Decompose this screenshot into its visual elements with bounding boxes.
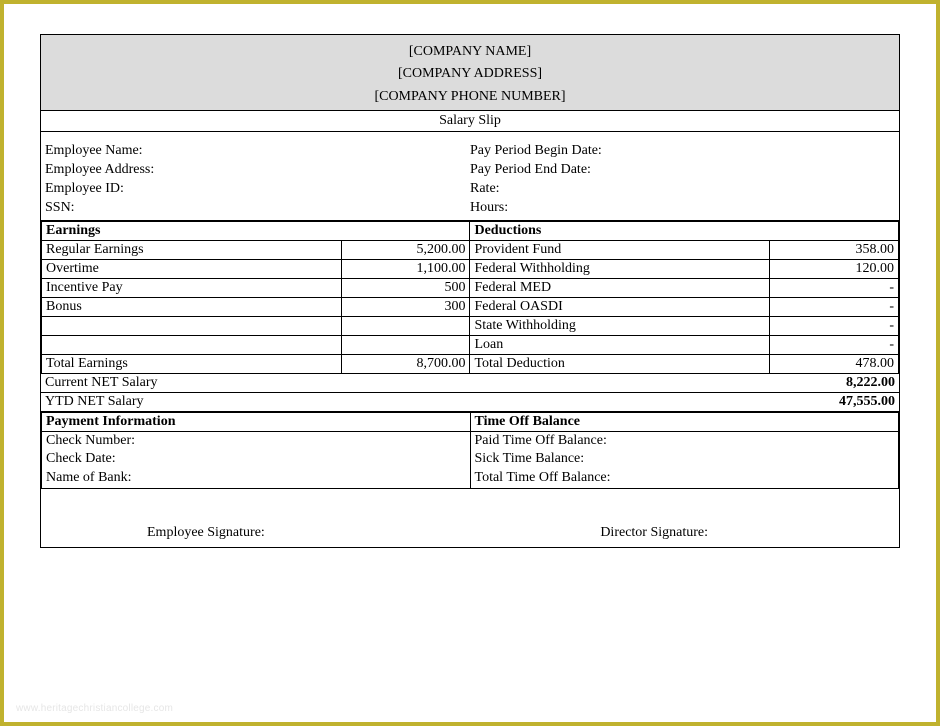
watermark-text: www.heritagechristiancollege.com: [16, 703, 173, 714]
signature-row: Employee Signature: Director Signature:: [41, 489, 899, 547]
total-earnings-value: 8,700.00: [341, 354, 470, 373]
deductions-row-label: Provident Fund: [470, 240, 770, 259]
earnings-row-label: [42, 335, 342, 354]
deductions-row-label: State Withholding: [470, 316, 770, 335]
deductions-row-value: -: [770, 335, 899, 354]
earnings-row-label: Incentive Pay: [42, 278, 342, 297]
hours-label: Hours:: [470, 199, 895, 218]
earnings-row-value: 1,100.00: [341, 259, 470, 278]
director-signature-label: Director Signature:: [600, 525, 708, 541]
employee-info-right: Pay Period Begin Date: Pay Period End Da…: [470, 142, 895, 218]
deductions-row-label: Federal OASDI: [470, 297, 770, 316]
deductions-row-value: 358.00: [770, 240, 899, 259]
check-number-label: Check Number:: [42, 431, 471, 450]
employee-address-label: Employee Address:: [45, 161, 470, 180]
timeoff-header: Time Off Balance: [470, 412, 899, 431]
total-deduction-label: Total Deduction: [470, 354, 770, 373]
earnings-header: Earnings: [42, 221, 470, 240]
earnings-row-label: Overtime: [42, 259, 342, 278]
current-net-label: Current NET Salary: [45, 375, 846, 391]
deductions-row-label: Loan: [470, 335, 770, 354]
employee-signature-label: Employee Signature:: [147, 525, 265, 541]
earnings-row-value: [341, 316, 470, 335]
deductions-row-value: -: [770, 297, 899, 316]
current-net-row: Current NET Salary 8,222.00: [41, 374, 899, 393]
company-address: [COMPANY ADDRESS]: [41, 63, 899, 85]
employee-id-label: Employee ID:: [45, 180, 470, 199]
payment-timeoff-table: Payment Information Time Off Balance Che…: [41, 412, 899, 489]
check-date-label: Check Date:: [42, 450, 471, 469]
earnings-row-value: 500: [341, 278, 470, 297]
page-frame: [COMPANY NAME] [COMPANY ADDRESS] [COMPAN…: [0, 0, 940, 726]
employee-info: Employee Name: Employee Address: Employe…: [41, 132, 899, 221]
earnings-row-value: [341, 335, 470, 354]
company-phone: [COMPANY PHONE NUMBER]: [41, 86, 899, 108]
payment-info-header: Payment Information: [42, 412, 471, 431]
deductions-row-value: 120.00: [770, 259, 899, 278]
earnings-row-label: [42, 316, 342, 335]
deductions-row-label: Federal Withholding: [470, 259, 770, 278]
employee-ssn-label: SSN:: [45, 199, 470, 218]
deductions-row-value: -: [770, 278, 899, 297]
ytd-net-label: YTD NET Salary: [45, 394, 839, 410]
earnings-deductions-table: Earnings Deductions Regular Earnings 5,2…: [41, 221, 899, 374]
deductions-row-value: -: [770, 316, 899, 335]
total-earnings-label: Total Earnings: [42, 354, 342, 373]
earnings-row-label: Regular Earnings: [42, 240, 342, 259]
earnings-row-value: 300: [341, 297, 470, 316]
total-deduction-value: 478.00: [770, 354, 899, 373]
company-name: [COMPANY NAME]: [41, 41, 899, 63]
deductions-row-label: Federal MED: [470, 278, 770, 297]
rate-label: Rate:: [470, 180, 895, 199]
deductions-header: Deductions: [470, 221, 899, 240]
sick-time-label: Sick Time Balance:: [470, 450, 899, 469]
total-timeoff-label: Total Time Off Balance:: [470, 469, 899, 488]
ytd-net-value: 47,555.00: [839, 394, 895, 410]
salary-slip-sheet: [COMPANY NAME] [COMPANY ADDRESS] [COMPAN…: [40, 34, 900, 548]
paid-timeoff-label: Paid Time Off Balance:: [470, 431, 899, 450]
ytd-net-row: YTD NET Salary 47,555.00: [41, 393, 899, 412]
current-net-value: 8,222.00: [846, 375, 895, 391]
document-title: Salary Slip: [41, 111, 899, 132]
company-header: [COMPANY NAME] [COMPANY ADDRESS] [COMPAN…: [41, 35, 899, 111]
employee-name-label: Employee Name:: [45, 142, 470, 161]
earnings-row-value: 5,200.00: [341, 240, 470, 259]
pay-period-begin-label: Pay Period Begin Date:: [470, 142, 895, 161]
employee-info-left: Employee Name: Employee Address: Employe…: [45, 142, 470, 218]
pay-period-end-label: Pay Period End Date:: [470, 161, 895, 180]
earnings-row-label: Bonus: [42, 297, 342, 316]
bank-name-label: Name of Bank:: [42, 469, 471, 488]
